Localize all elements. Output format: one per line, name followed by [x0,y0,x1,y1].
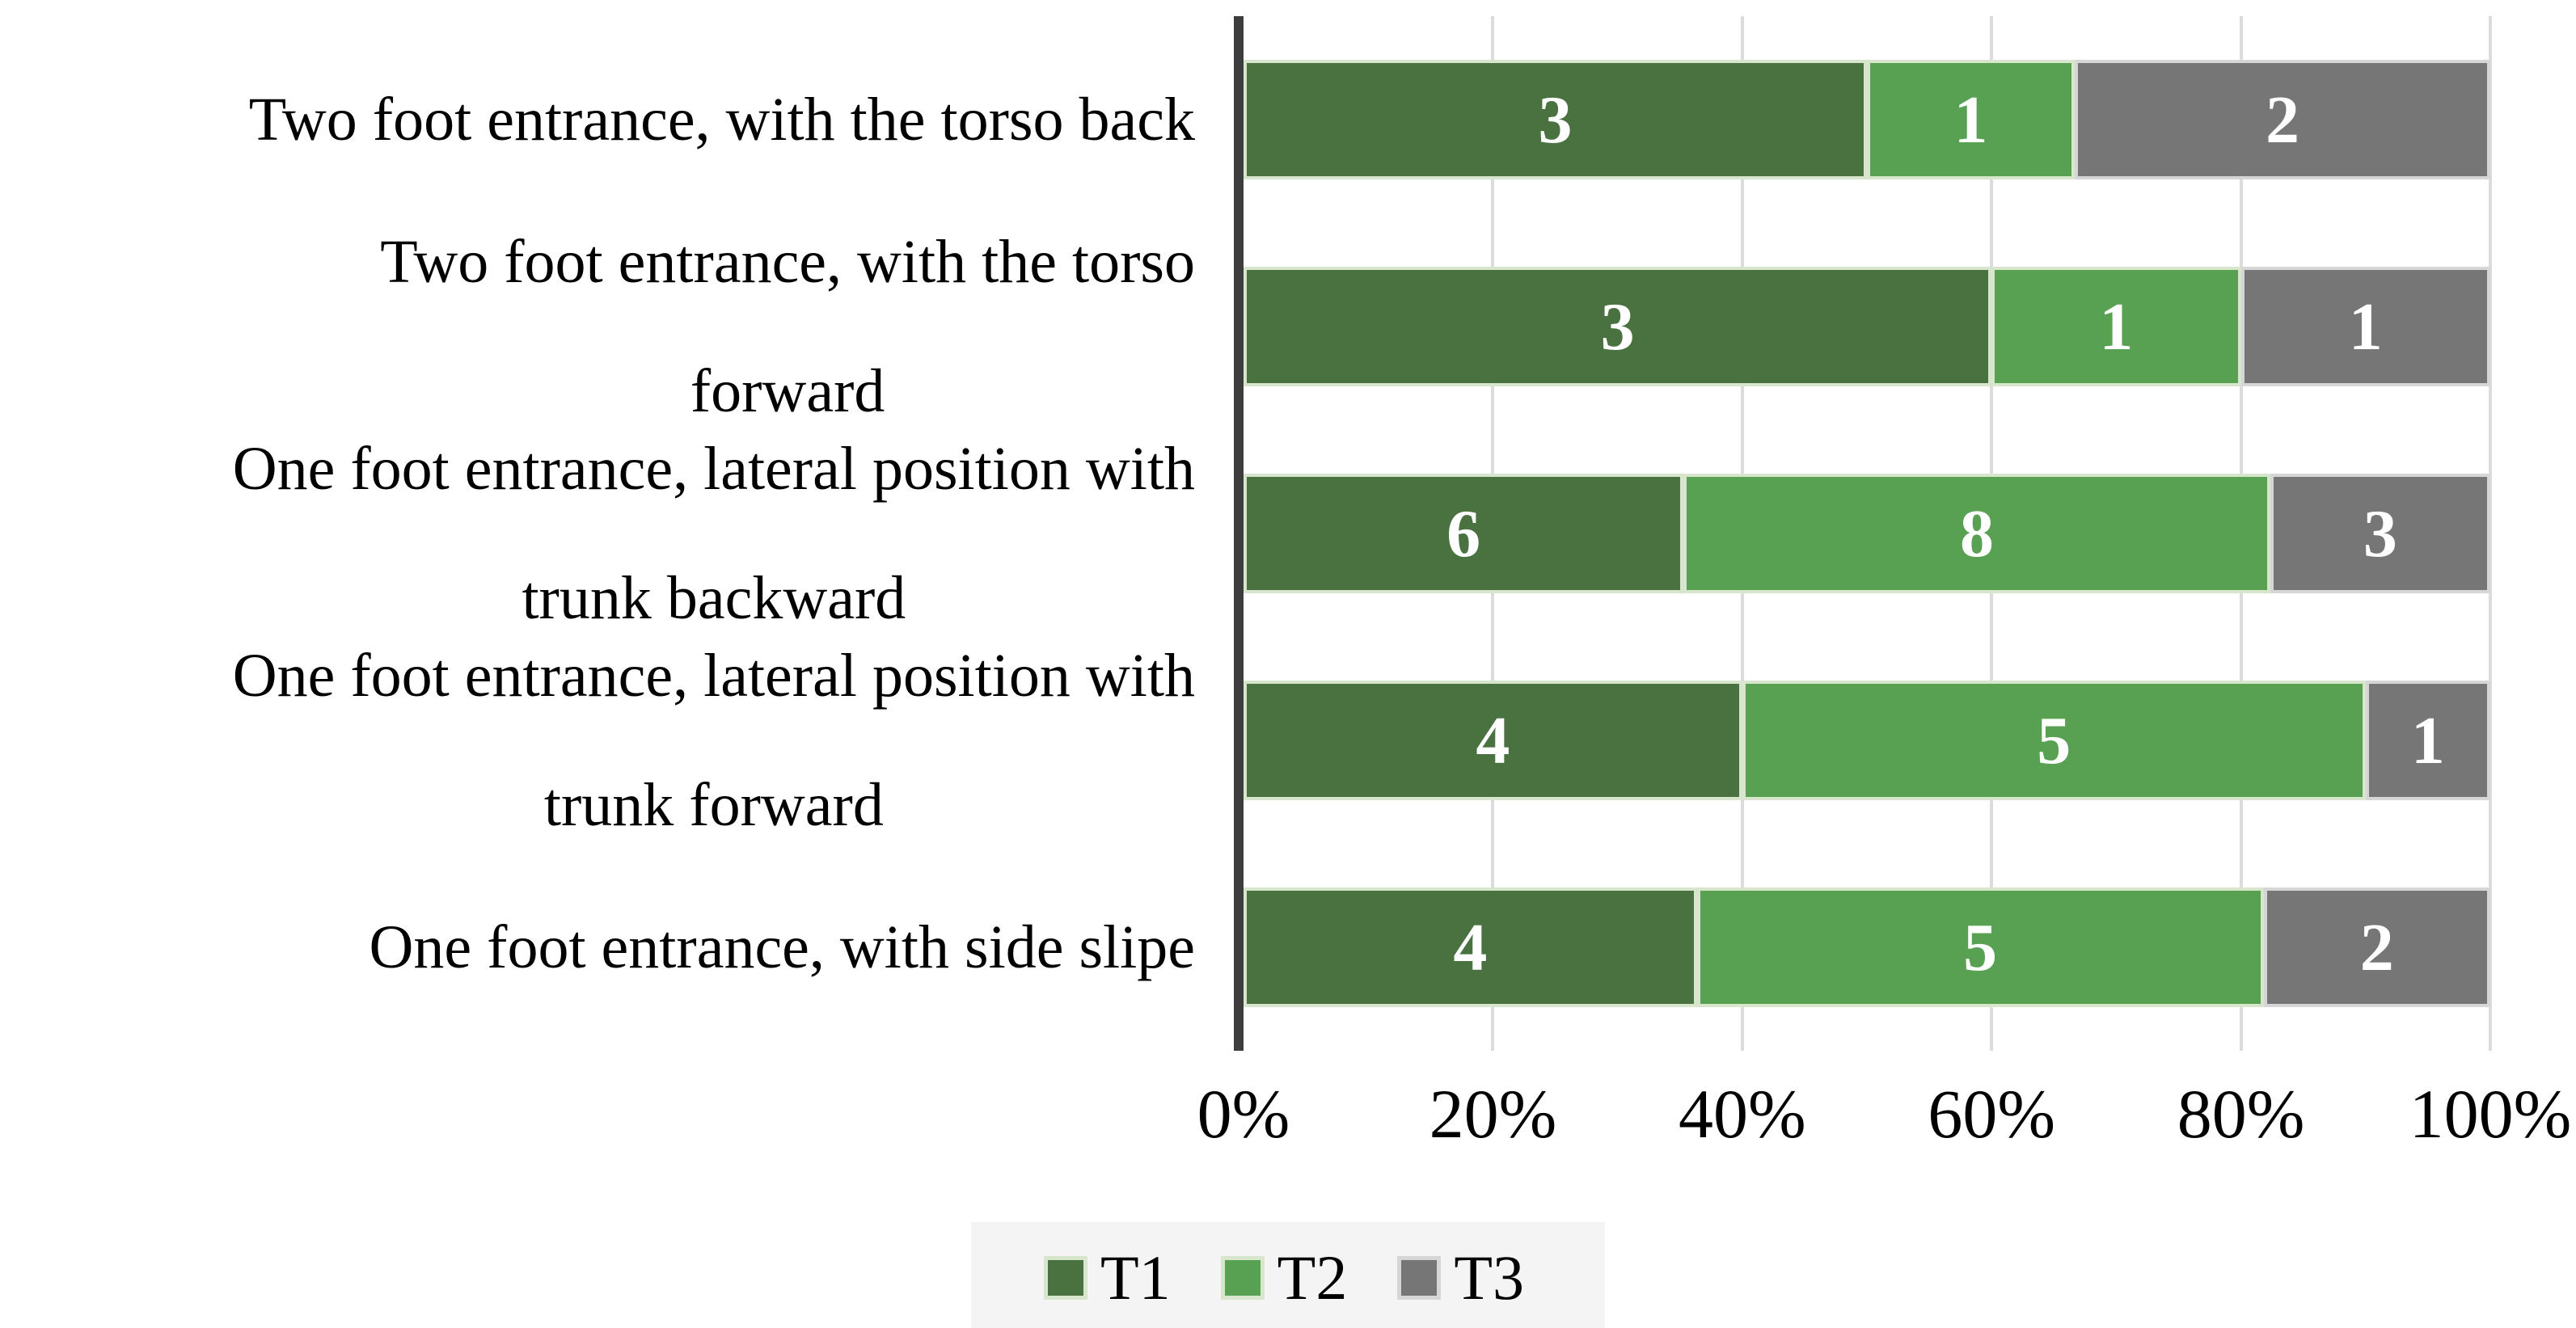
segment-value: 2 [2359,909,2394,985]
category-label: Two foot entrance, with the torso back [248,86,1195,154]
bar-segment-t2: 5 [1742,681,2366,800]
y-axis-line [1234,16,1244,1051]
segment-value: 3 [2363,495,2397,571]
legend-item-t1: T1 [1044,1242,1171,1314]
segment-value: 1 [2410,702,2445,778]
x-axis-tick: 80% [2177,1075,2305,1153]
bar-segment-t1: 4 [1244,681,1742,800]
segment-value: 1 [2099,289,2134,365]
category-label: One foot entrance, with side slipe [369,913,1195,981]
plot-area: 3 1 2 3 1 1 6 8 3 4 5 1 4 5 2 [1244,16,2492,1051]
segment-value: 3 [1600,289,1635,365]
x-axis-tick: 100% [2409,1075,2572,1153]
bar-segment-t3: 1 [2240,267,2490,386]
x-axis-tick: 60% [1928,1075,2056,1153]
bar-row: 3 1 1 [1244,223,2490,430]
bar-segment-t2: 1 [1991,267,2241,386]
legend-label: T1 [1100,1242,1171,1313]
bar-segment-t1: 3 [1244,60,1867,179]
segment-value: 5 [1963,909,1998,985]
legend-item-t2: T2 [1220,1242,1348,1314]
bar-segment-t3: 2 [2074,60,2490,179]
bar-segment-t2: 1 [1867,60,2075,179]
legend-swatch-t3 [1397,1256,1442,1300]
x-axis-row: 0% 20% 40% 60% 80% 100% [0,1051,2576,1187]
bar-row: 3 1 2 [1244,16,2490,223]
legend: T1 T2 T3 [971,1222,1605,1328]
bar-segment-t3: 2 [2263,887,2490,1007]
bar-segment-t1: 3 [1244,267,1992,386]
stacked-bar: 6 8 3 [1244,474,2490,593]
segment-value: 1 [2348,289,2383,365]
stacked-bar: 4 5 2 [1244,887,2490,1007]
category-label: Two foot entrance, with the torso forwar… [380,228,1195,425]
category-label: One foot entrance, lateral position with… [232,642,1195,839]
bar-row: 6 8 3 [1244,430,2490,637]
category-label: One foot entrance, lateral position with… [232,435,1195,632]
stacked-bar: 4 5 1 [1244,681,2490,800]
bar-row: 4 5 1 [1244,637,2490,844]
legend-item-t3: T3 [1397,1242,1524,1314]
x-axis-tick: 0% [1197,1075,1290,1153]
bar-segment-t2: 8 [1683,474,2270,593]
bar-rows: 3 1 2 3 1 1 6 8 3 4 5 1 4 5 2 [1244,16,2490,1051]
stacked-bar: 3 1 1 [1244,267,2490,386]
legend-swatch-t1 [1044,1256,1088,1300]
bar-segment-t2: 5 [1696,887,2264,1007]
legend-label: T2 [1277,1242,1348,1313]
bar-row: 4 5 2 [1244,844,2490,1051]
chart-body: Two foot entrance, with the torso back Tw… [0,16,2492,1051]
x-axis: 0% 20% 40% 60% 80% 100% [1197,1051,2572,1187]
bar-segment-t1: 6 [1244,474,1684,593]
segment-value: 4 [1453,909,1488,985]
segment-value: 5 [2037,702,2071,778]
bar-segment-t1: 4 [1244,887,1697,1007]
segment-value: 6 [1446,495,1481,571]
segment-value: 8 [1960,495,1995,571]
bar-segment-t3: 3 [2270,474,2490,593]
x-axis-tick: 20% [1429,1075,1557,1153]
segment-value: 3 [1538,82,1573,158]
segment-value: 1 [1953,82,1988,158]
x-axis-spacer [0,1051,1244,1187]
segment-value: 2 [2265,82,2299,158]
bar-segment-t3: 1 [2365,681,2490,800]
legend-row: T1 T2 T3 [0,1222,2576,1328]
segment-value: 4 [1476,702,1510,778]
stacked-bar: 3 1 2 [1244,60,2490,179]
gridline [2489,16,2492,1051]
category-labels: Two foot entrance, with the torso back Tw… [0,16,1234,1051]
legend-swatch-t2 [1220,1256,1265,1300]
legend-label: T3 [1454,1242,1524,1313]
x-axis-tick: 40% [1678,1075,1806,1153]
